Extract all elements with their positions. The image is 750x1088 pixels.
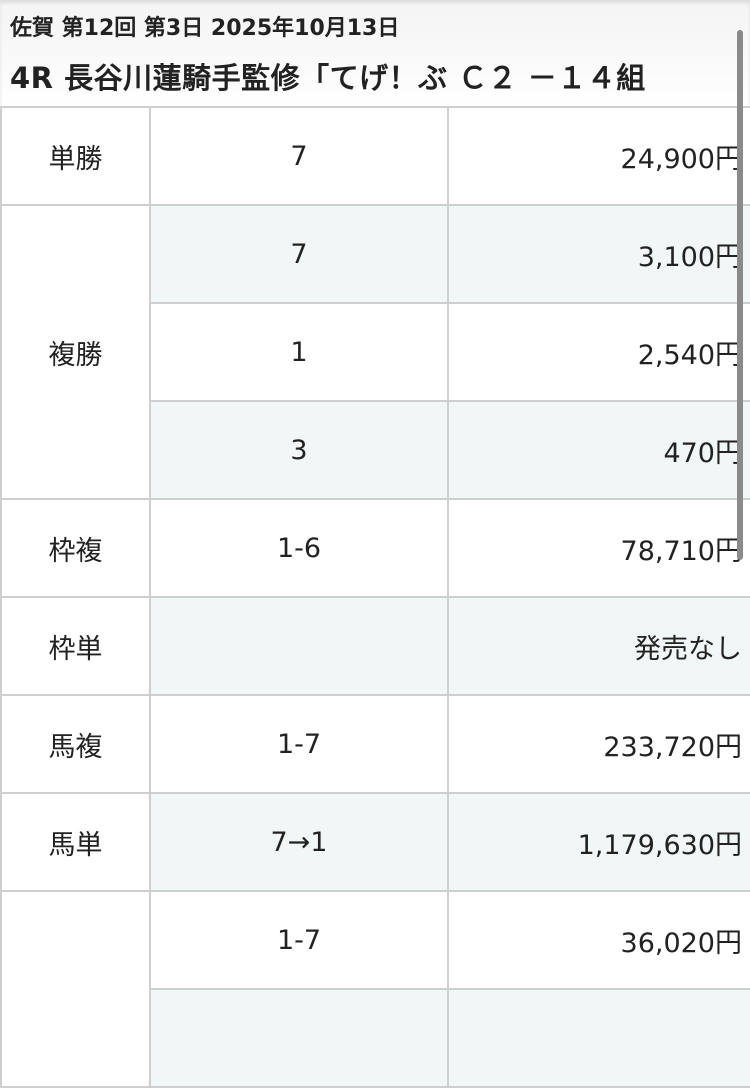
bet-type-label: 枠単: [0, 596, 151, 696]
table-row: 枠複 1-6 78,710円: [0, 498, 750, 598]
bet-type-label: [0, 890, 151, 1088]
table-row: 3 470円: [1, 400, 750, 500]
bet-type-label: 馬単: [0, 792, 151, 892]
combination-cell: 1-6: [149, 498, 449, 598]
combination-cell: 3: [149, 400, 449, 500]
combination-cell: [149, 596, 449, 696]
payout-cell: 2,540円: [447, 302, 750, 402]
payout-cell: 発売なし: [447, 596, 750, 696]
payout-cell: 24,900円: [447, 106, 750, 206]
race-meta: 佐賀 第12回 第3日 2025年10月13日: [10, 16, 400, 41]
combination-cell: 1-7: [149, 890, 449, 990]
payout-cell: 36,020円: [447, 890, 750, 990]
table-row: 1 2,540円: [1, 302, 750, 402]
table-row: 馬単 7→1 1,179,630円: [0, 792, 750, 892]
bet-type-label: 枠複: [0, 498, 151, 598]
table-row: 複勝 7 3,100円: [0, 204, 750, 500]
payout-cell: 233,720円: [447, 694, 750, 794]
combination-cell: [149, 988, 449, 1088]
combination-cell: 7→1: [149, 792, 449, 892]
bet-type-label: 単勝: [0, 106, 151, 206]
race-header: 佐賀 第12回 第3日 2025年10月13日 4R 長谷川蓮騎手監修「てげ！ぶ…: [0, 0, 750, 106]
scrollbar[interactable]: [737, 30, 743, 560]
payout-cell: 3,100円: [447, 204, 750, 304]
combination-cell: 7: [149, 106, 449, 206]
bet-type-label: 複勝: [0, 204, 151, 500]
payout-cell: 1,179,630円: [447, 792, 750, 892]
table-row: 1-7 36,020円: [0, 890, 750, 1088]
table-row: 馬複 1-7 233,720円: [0, 694, 750, 794]
payout-cell: 78,710円: [447, 498, 750, 598]
combination-cell: 1-7: [149, 694, 449, 794]
combination-cell: 1: [149, 302, 449, 402]
combination-cell: 7: [149, 204, 449, 304]
table-row: 枠単 発売なし: [0, 596, 750, 696]
payout-cell: 470円: [447, 400, 750, 500]
payout-cell: [447, 988, 750, 1088]
payout-table: 単勝 7 24,900円 複勝 7 3,100円 1 2,540円 3 470円 枠複 1-6 78,7…: [0, 106, 750, 1088]
bet-type-label: 馬複: [0, 694, 151, 794]
race-title: 4R 長谷川蓮騎手監修「てげ！ぶ Ｃ２ －１４組: [10, 61, 646, 95]
table-row: 単勝 7 24,900円: [0, 106, 750, 206]
